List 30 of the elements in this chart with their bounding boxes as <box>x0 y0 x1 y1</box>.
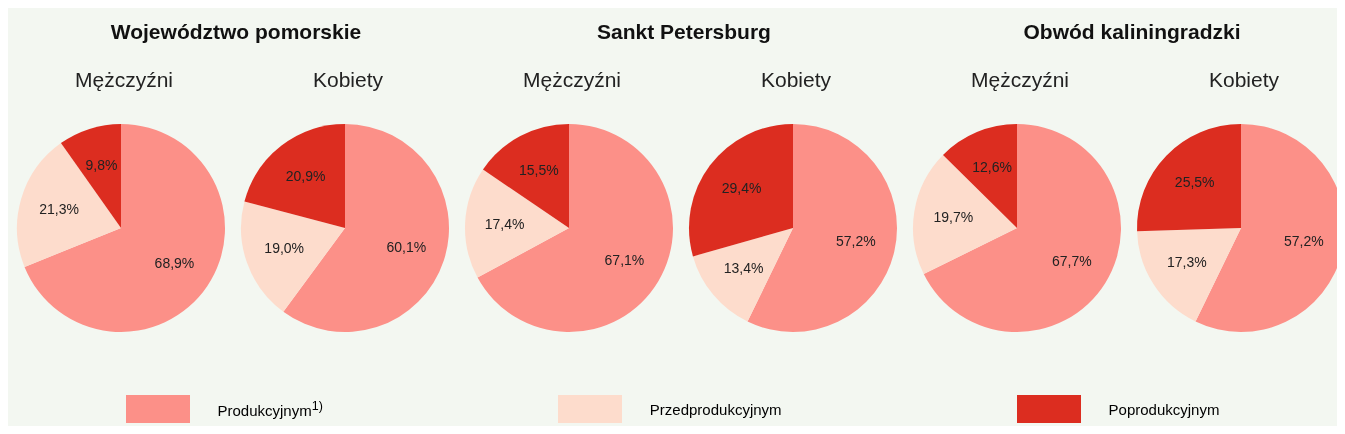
data-label: 57,2% <box>835 233 876 250</box>
data-label: 29,4% <box>721 179 762 196</box>
data-label: 12,6% <box>972 159 1012 176</box>
chart-subtitle: Kobiety <box>311 68 384 92</box>
data-label: 17,4% <box>484 215 525 232</box>
data-label: 19,7% <box>933 208 974 225</box>
legend-label: Poprodukcyjnym <box>1108 400 1220 418</box>
data-label: 15,5% <box>518 161 559 178</box>
chart-subtitle: Mężczyźni <box>970 68 1070 92</box>
chart-title: Województwo pomorskie <box>109 20 363 44</box>
chart-subtitle: Kobiety <box>1207 68 1280 92</box>
data-label: 20,9% <box>285 167 326 184</box>
data-label: 67,7% <box>1051 252 1092 269</box>
legend-label: Produkcyjnym$^{1)}$ <box>217 399 323 419</box>
chart-subtitle: Mężczyźni <box>74 68 174 92</box>
data-label: 60,1% <box>386 238 427 255</box>
data-label: 13,4% <box>723 260 764 277</box>
data-label: 19,0% <box>264 240 305 257</box>
data-label: 67,1% <box>604 251 645 268</box>
data-label: 21,3% <box>39 200 79 217</box>
data-label: 57,2% <box>1283 233 1324 250</box>
chart-title: Sankt Petersburg <box>596 20 772 44</box>
chart-subtitle: Kobiety <box>759 68 832 92</box>
data-label: 9,8% <box>85 157 118 174</box>
legend-label: Przedprodukcyjnym <box>649 400 782 418</box>
chart-subtitle: Mężczyźni <box>522 68 622 92</box>
chart-title: Obwód kaliningradzki <box>1022 20 1242 44</box>
data-label: 25,5% <box>1174 173 1215 190</box>
data-label: 68,9% <box>154 254 195 271</box>
data-label: 17,3% <box>1167 253 1207 270</box>
